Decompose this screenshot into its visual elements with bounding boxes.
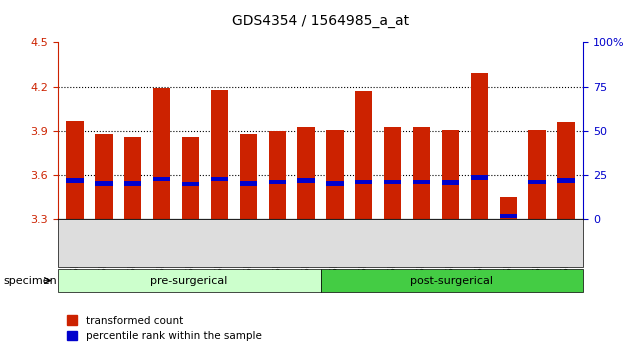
Text: specimen: specimen [3, 275, 57, 286]
Bar [442, 130, 459, 219]
Bar [499, 213, 517, 218]
Bar [470, 73, 488, 219]
Bar [528, 179, 545, 184]
Bar [211, 90, 228, 219]
Bar [182, 182, 199, 186]
Bar [557, 178, 574, 183]
Bar [182, 137, 199, 219]
Bar [326, 130, 344, 219]
Bar [211, 177, 228, 181]
Bar [297, 178, 315, 183]
Bar [124, 137, 142, 219]
Bar [413, 126, 430, 219]
Bar [384, 179, 401, 184]
Bar [96, 134, 113, 219]
Bar [269, 131, 286, 219]
Bar [384, 126, 401, 219]
Bar [557, 122, 574, 219]
Bar [326, 181, 344, 185]
Bar [297, 126, 315, 219]
Bar [153, 88, 171, 219]
Bar [67, 121, 84, 219]
Bar [355, 91, 372, 219]
Legend: transformed count, percentile rank within the sample: transformed count, percentile rank withi… [63, 311, 266, 345]
Bar [153, 177, 171, 181]
Text: pre-surgerical: pre-surgerical [151, 275, 228, 286]
Bar [355, 179, 372, 184]
Bar [442, 181, 459, 185]
Bar [470, 175, 488, 179]
Bar [67, 178, 84, 183]
Text: GDS4354 / 1564985_a_at: GDS4354 / 1564985_a_at [232, 14, 409, 28]
Bar [269, 179, 286, 184]
Bar [96, 181, 113, 185]
Bar [124, 181, 142, 185]
Bar [240, 181, 257, 185]
Text: post-surgerical: post-surgerical [410, 275, 494, 286]
Bar [499, 197, 517, 219]
Bar [528, 130, 545, 219]
Bar [240, 134, 257, 219]
Bar [413, 179, 430, 184]
